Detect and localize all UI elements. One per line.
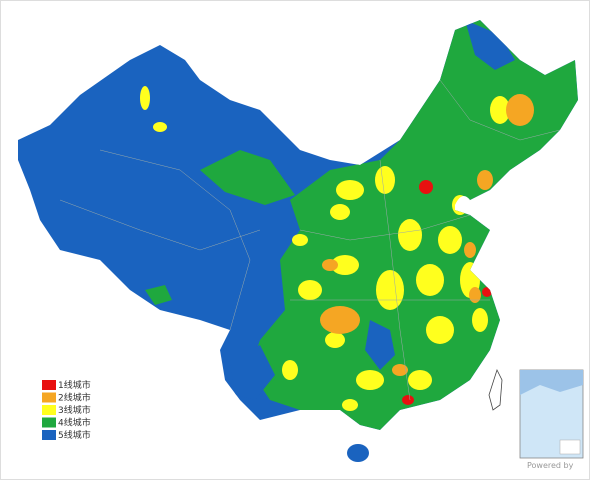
legend-label: 3线城市 xyxy=(58,404,91,416)
region xyxy=(320,306,360,334)
region xyxy=(365,320,395,370)
region xyxy=(140,86,150,110)
region xyxy=(145,285,172,305)
region xyxy=(153,122,167,132)
province-border xyxy=(379,159,411,401)
region xyxy=(298,280,322,300)
region xyxy=(469,287,481,303)
region xyxy=(426,316,454,344)
region xyxy=(482,287,492,297)
region xyxy=(356,370,384,390)
inset-label-box xyxy=(559,439,581,455)
region xyxy=(398,219,422,251)
region xyxy=(464,242,476,258)
region xyxy=(282,360,298,380)
province-border xyxy=(299,214,471,241)
region xyxy=(325,332,345,348)
province-border xyxy=(59,199,261,251)
province-border xyxy=(439,79,561,141)
region xyxy=(477,170,493,190)
region xyxy=(506,94,534,126)
credit: Powered by xyxy=(527,461,574,470)
hainan xyxy=(347,444,369,462)
region xyxy=(392,364,408,376)
region xyxy=(490,96,510,124)
legend-label: 5线城市 xyxy=(58,429,91,441)
region xyxy=(402,395,414,405)
region xyxy=(375,166,395,194)
region xyxy=(336,180,364,200)
region xyxy=(376,270,404,310)
legend-label: 2线城市 xyxy=(58,392,91,404)
legend-label: 1线城市 xyxy=(58,379,91,391)
region xyxy=(330,204,350,220)
legend-swatch xyxy=(42,405,56,415)
province-border xyxy=(99,149,251,331)
region xyxy=(322,259,338,271)
region xyxy=(419,180,433,194)
region xyxy=(331,255,359,275)
region xyxy=(230,345,275,400)
region xyxy=(438,226,462,254)
taiwan xyxy=(488,368,503,411)
legend-swatch xyxy=(42,417,56,428)
legend-swatch xyxy=(42,380,56,390)
legend-swatch xyxy=(42,430,56,440)
region xyxy=(465,20,515,70)
region xyxy=(200,150,295,205)
inset-land xyxy=(520,370,583,395)
bohai-bay xyxy=(455,196,470,211)
legend-label: 4线城市 xyxy=(58,417,91,429)
south-china-sea-inset xyxy=(519,369,584,459)
region xyxy=(472,308,488,332)
legend-swatch xyxy=(42,392,56,403)
region xyxy=(292,234,308,246)
region xyxy=(416,264,444,296)
region xyxy=(342,399,358,411)
region xyxy=(408,370,432,390)
